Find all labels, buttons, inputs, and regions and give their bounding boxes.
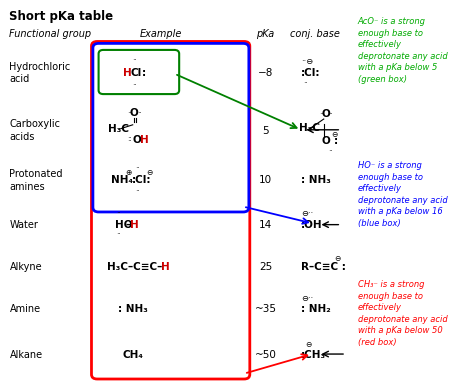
Text: : NH₃: : NH₃	[301, 175, 331, 185]
Text: CH₄: CH₄	[122, 350, 143, 360]
Text: H₃C–C≡C–: H₃C–C≡C–	[107, 262, 162, 272]
Text: −8: −8	[258, 68, 273, 78]
Text: ··: ··	[328, 147, 333, 156]
Text: CH₃⁻ is a strong
enough base to
effectively
deprotonate any acid
with a pKa belo: CH₃⁻ is a strong enough base to effectiv…	[358, 280, 447, 347]
Text: ⊖··: ⊖··	[301, 209, 313, 218]
Text: ··: ··	[303, 79, 308, 88]
Text: 14: 14	[259, 220, 272, 230]
Text: Example: Example	[140, 29, 182, 39]
Text: :Cl:: :Cl:	[301, 68, 320, 78]
Text: Functional group: Functional group	[9, 29, 91, 39]
Text: ⊖: ⊖	[306, 340, 312, 349]
Text: HO⁻ is a strong
enough base to
effectively
deprotonate any acid
with a pKa below: HO⁻ is a strong enough base to effective…	[358, 161, 447, 228]
Text: ~35: ~35	[255, 304, 276, 314]
Text: :OH: :OH	[301, 220, 323, 230]
Text: NH₄: NH₄	[111, 175, 133, 185]
Text: Amine: Amine	[9, 304, 41, 314]
Text: ··: ··	[136, 187, 140, 196]
Text: ··: ··	[137, 109, 142, 118]
Text: ⊖: ⊖	[331, 130, 337, 139]
Text: ··: ··	[127, 134, 132, 143]
Text: HO: HO	[115, 220, 132, 230]
Text: ⊖: ⊖	[334, 254, 340, 263]
Text: Alkyne: Alkyne	[9, 262, 42, 272]
Text: H: H	[161, 262, 170, 272]
Text: H₃C: H₃C	[108, 124, 129, 134]
Text: ··: ··	[132, 56, 137, 65]
Text: Short pKa table: Short pKa table	[9, 10, 114, 23]
Text: :: :	[142, 68, 146, 78]
Text: H: H	[130, 220, 139, 230]
Text: –: –	[125, 220, 130, 230]
Text: ⊖: ⊖	[146, 167, 153, 177]
Text: conj. base: conj. base	[290, 29, 340, 39]
Text: ··: ··	[328, 110, 333, 119]
Text: ⊕: ⊕	[126, 167, 132, 177]
Text: H: H	[140, 135, 148, 145]
Text: ··: ··	[319, 110, 324, 119]
Text: Protonated
amines: Protonated amines	[9, 169, 63, 192]
Text: ··: ··	[116, 230, 120, 239]
Text: Water: Water	[9, 220, 38, 230]
Text: ⊖··: ⊖··	[301, 294, 313, 303]
Text: :Cl:: :Cl:	[132, 175, 151, 185]
Text: AcO⁻ is a strong
enough base to
effectively
deprotonate any acid
with a pKa belo: AcO⁻ is a strong enough base to effectiv…	[358, 17, 447, 84]
Text: ··: ··	[132, 81, 137, 90]
Text: : NH₃: : NH₃	[118, 304, 147, 314]
Text: ··: ··	[128, 109, 132, 118]
Text: 10: 10	[259, 175, 272, 185]
Text: Alkane: Alkane	[9, 350, 43, 360]
Text: ··: ··	[116, 209, 120, 218]
Text: Hydrochloric
acid: Hydrochloric acid	[9, 62, 71, 84]
Text: ··: ··	[136, 164, 140, 174]
Text: ··⊖: ··⊖	[301, 57, 313, 66]
Text: pKa: pKa	[256, 29, 274, 39]
Text: R–C≡C :: R–C≡C :	[301, 262, 346, 272]
Text: O: O	[130, 108, 138, 118]
Text: H: H	[123, 68, 132, 78]
Text: :: :	[334, 136, 338, 146]
Text: 25: 25	[259, 262, 272, 272]
Text: O: O	[322, 109, 330, 119]
Text: Cl: Cl	[131, 68, 142, 78]
Text: H₃C: H₃C	[299, 123, 319, 133]
Text: : NH₂: : NH₂	[301, 304, 331, 314]
Text: O: O	[322, 136, 330, 146]
Text: ··: ··	[127, 137, 132, 147]
Text: ~50: ~50	[255, 350, 276, 360]
Text: O: O	[133, 135, 141, 145]
Text: 5: 5	[262, 126, 269, 136]
Text: :CH₃: :CH₃	[301, 350, 326, 360]
Text: Carboxylic
acids: Carboxylic acids	[9, 119, 61, 142]
